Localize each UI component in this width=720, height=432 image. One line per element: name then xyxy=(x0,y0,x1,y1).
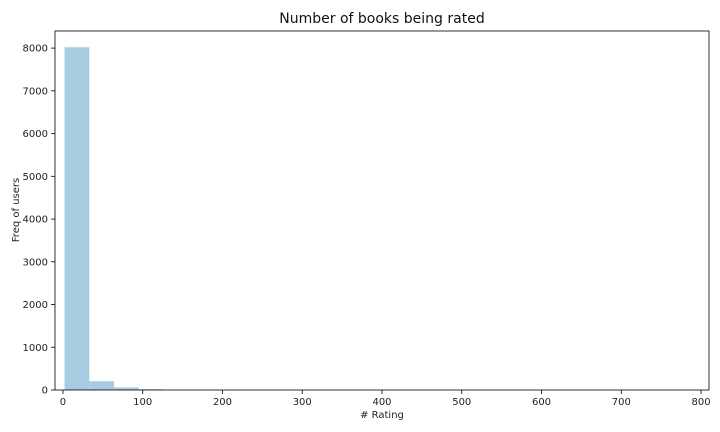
y-tick-label-0: 0 xyxy=(42,386,48,397)
histogram-bar-0 xyxy=(64,47,90,390)
y-tick-label-4: 4000 xyxy=(23,215,48,226)
x-ticks: 0 100 200 300 400 500 600 700 800 xyxy=(60,390,711,408)
x-tick-label-3: 300 xyxy=(293,397,312,408)
histogram-bar-1 xyxy=(89,381,115,390)
x-tick-label-4: 400 xyxy=(372,397,391,408)
x-tick-label-6: 600 xyxy=(532,397,551,408)
x-tick-label-5: 500 xyxy=(452,397,471,408)
bars-group xyxy=(64,47,213,390)
y-tick-label-8: 8000 xyxy=(23,44,48,55)
chart-title: Number of books being rated xyxy=(279,11,484,27)
plot-frame xyxy=(54,30,710,391)
y-tick-label-5: 5000 xyxy=(23,172,48,183)
x-tick-label-7: 700 xyxy=(612,397,631,408)
x-tick-label-8: 800 xyxy=(691,397,710,408)
y-axis-label: Freq of users xyxy=(11,178,22,242)
y-tick-label-3: 3000 xyxy=(23,257,48,268)
y-ticks: 0 1000 2000 3000 4000 5000 6000 7000 8000 xyxy=(23,44,55,397)
y-tick-label-2: 2000 xyxy=(23,300,48,311)
x-tick-label-2: 200 xyxy=(213,397,232,408)
y-tick-label-6: 6000 xyxy=(23,129,48,140)
y-tick-label-7: 7000 xyxy=(23,86,48,97)
x-axis-label: # Rating xyxy=(360,410,404,421)
y-tick-label-1: 1000 xyxy=(23,343,48,354)
histogram-bar-2 xyxy=(114,387,139,390)
x-tick-label-1: 100 xyxy=(133,397,152,408)
x-tick-label-0: 0 xyxy=(60,397,66,408)
